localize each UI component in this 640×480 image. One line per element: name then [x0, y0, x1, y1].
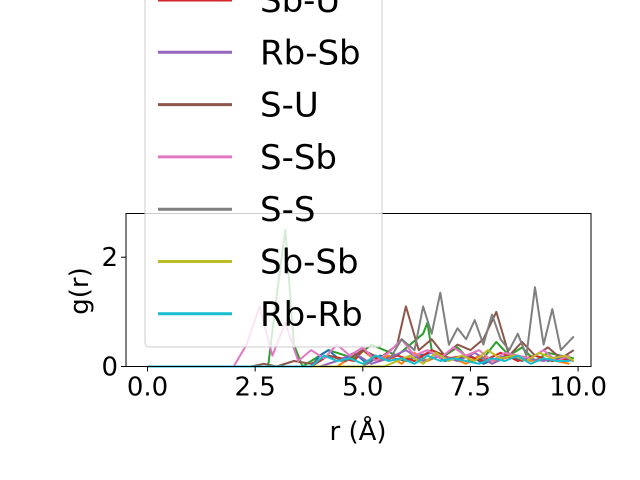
legend-label: Rb-Rb	[260, 295, 363, 335]
x-tick-label: 2.5	[234, 373, 275, 403]
series-line-rb-rb	[147, 354, 570, 368]
x-tick-label: 7.5	[450, 373, 491, 403]
legend-label: S-S	[260, 190, 315, 230]
legend-items: Sb-U Rb-Sb S-U S-Sb S-S Sb-Sb Rb-Rb	[158, 0, 363, 335]
x-axis-label: r (Å)	[329, 415, 386, 447]
series-line-sb-sb	[147, 349, 575, 368]
y-axis-label: g(r)	[65, 267, 95, 314]
x-tick-label: 0.0	[127, 373, 168, 403]
x-axis-ticks: 0.0 2.5 5.0 7.5 10.0	[127, 366, 607, 403]
y-tick-label: 0	[101, 353, 118, 383]
x-tick-label: 5.0	[342, 373, 383, 403]
y-axis-ticks: 02	[101, 243, 126, 383]
legend: Sb-U Rb-Sb S-U S-Sb S-S Sb-Sb Rb-Rb	[144, 0, 383, 348]
series-line-s-u	[147, 305, 575, 368]
y-tick-label: 2	[101, 243, 118, 273]
legend-label: Sb-U	[260, 0, 340, 21]
legend-label: Rb-Sb	[260, 33, 361, 73]
x-tick-label: 10.0	[549, 373, 607, 403]
series-line-s-s	[147, 286, 575, 368]
legend-label: S-Sb	[260, 138, 337, 178]
legend-label: S-U	[260, 86, 319, 126]
legend-label: Sb-Sb	[260, 243, 359, 283]
